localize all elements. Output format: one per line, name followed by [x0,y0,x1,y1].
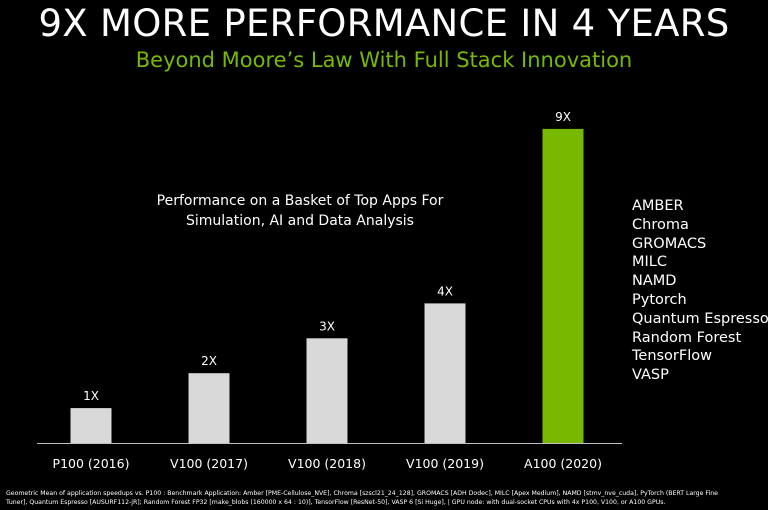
chart-description: Performance on a Basket of Top Apps For … [140,191,460,231]
x-tick-label: V100 (2019) [406,456,484,471]
x-tick-label: V100 (2018) [288,456,366,471]
chart-description-line-1: Performance on a Basket of Top Apps For [156,193,444,209]
footnote: Geometric Mean of application speedups v… [6,490,718,506]
app-list-item: Quantum Espresso [632,310,768,327]
app-list-item: Chroma [632,216,689,233]
bar-value-label: 9X [555,110,571,124]
app-list-item: Random Forest [632,329,742,346]
app-list-item: NAMD [632,273,677,290]
bar-value-label: 2X [201,354,217,368]
bar [188,373,230,443]
app-list-item: VASP [632,367,669,384]
bar [306,338,348,443]
bar [424,303,466,443]
x-tick-label: A100 (2020) [524,456,602,471]
bar-value-label: 3X [319,319,335,333]
app-list-item: Pytorch [632,291,687,308]
bar [70,408,112,443]
page-subtitle: Beyond Moore’s Law With Full Stack Innov… [135,48,633,72]
app-list-item: MILC [632,254,667,271]
bar-value-label: 4X [437,284,453,298]
app-list: AMBER Chroma GROMACS MILC NAMD Pytorch Q… [632,197,768,385]
app-list-item: TensorFlow [632,348,712,365]
x-tick-label: P100 (2016) [53,456,130,471]
bar [542,128,584,443]
app-list-item: AMBER [632,198,684,214]
x-tick-label: V100 (2017) [170,456,248,471]
page-title: 9X MORE PERFORMANCE IN 4 YEARS [38,2,730,45]
bar-value-label: 1X [83,389,99,403]
chart-description-line-2: Simulation, AI and Data Analysis [186,213,414,229]
app-list-item: GROMACS [632,235,707,252]
